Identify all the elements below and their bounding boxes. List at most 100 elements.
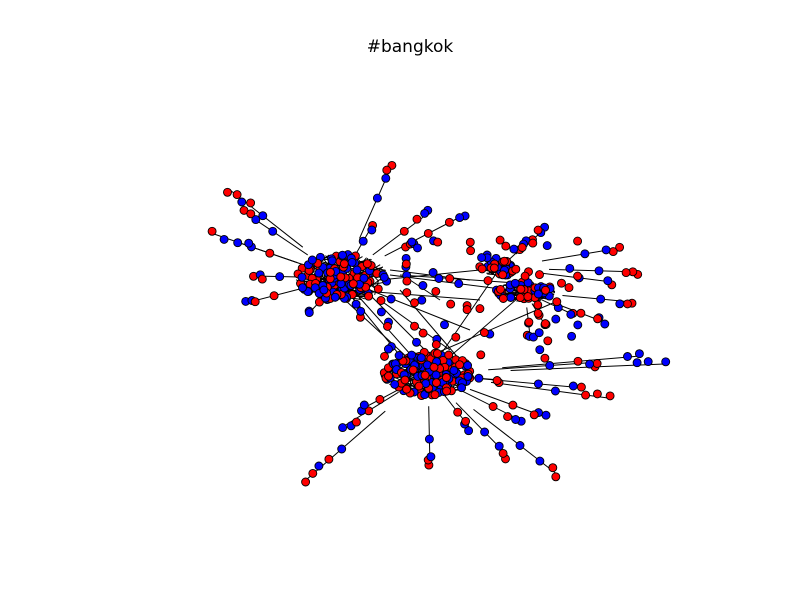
graph-node	[382, 165, 392, 175]
graph-node	[567, 331, 577, 341]
graph-node	[632, 358, 642, 368]
graph-node	[402, 384, 412, 394]
graph-node	[545, 361, 555, 370]
graph-node	[455, 360, 465, 370]
graph-node	[417, 295, 427, 305]
graph-node	[244, 238, 254, 248]
graph-edge	[399, 289, 461, 361]
graph-node	[533, 308, 543, 318]
graph-node	[466, 246, 476, 256]
graph-node	[594, 266, 604, 276]
graph-node	[431, 286, 441, 296]
graph-node	[327, 256, 337, 266]
graph-node	[432, 349, 442, 358]
graph-node	[314, 461, 324, 471]
graph-node	[603, 276, 613, 286]
graph-node	[516, 284, 526, 294]
graph-node	[338, 250, 347, 260]
graph-node	[476, 350, 486, 360]
graph-node	[376, 307, 386, 317]
graph-node	[430, 390, 440, 400]
graph-node	[511, 264, 521, 274]
graph-node	[449, 366, 459, 375]
graph-node	[520, 271, 530, 281]
graph-node	[269, 291, 279, 301]
graph-node	[523, 292, 533, 302]
graph-node	[552, 297, 562, 307]
figure-title: #bangkok	[367, 37, 454, 57]
graph-node	[464, 426, 474, 436]
graph-node	[515, 441, 525, 450]
graph-node	[359, 273, 369, 283]
graph-node	[596, 294, 606, 304]
graph-node	[498, 270, 508, 280]
graph-node	[510, 278, 520, 288]
graph-node	[297, 272, 307, 282]
graph-node	[455, 213, 465, 223]
graph-node	[402, 288, 412, 298]
graph-node	[268, 226, 278, 236]
graph-node	[515, 293, 525, 303]
graph-node	[568, 381, 578, 391]
graph-node	[533, 289, 543, 299]
graph-node	[511, 415, 521, 424]
graph-node	[477, 264, 487, 274]
graph-node	[489, 263, 499, 273]
graph-node	[375, 395, 385, 404]
graph-node	[488, 402, 498, 411]
graph-node	[465, 237, 475, 247]
graph-node	[265, 248, 275, 258]
graph-node	[601, 245, 611, 255]
graph-node	[445, 274, 455, 283]
graph-node	[551, 314, 561, 324]
graph-node	[533, 225, 543, 235]
graph-node	[373, 284, 383, 294]
graph-node	[407, 237, 417, 247]
graph-edge	[473, 408, 559, 476]
graph-node	[339, 259, 349, 269]
graph-node	[535, 345, 545, 355]
graph-node	[431, 370, 441, 380]
graph-node	[453, 407, 463, 417]
graph-node	[517, 243, 527, 252]
graph-node	[440, 320, 449, 330]
graph-node	[233, 238, 243, 248]
graph-node	[384, 371, 393, 381]
graph-node	[462, 305, 472, 315]
graph-node	[237, 197, 247, 207]
graph-node	[325, 267, 335, 277]
graph-node	[251, 215, 261, 225]
graph-node	[352, 265, 362, 275]
graph-node	[307, 255, 317, 265]
graph-node	[250, 297, 260, 307]
graph-node	[351, 299, 361, 309]
graph-node	[351, 417, 361, 427]
graph-node	[573, 320, 583, 330]
graph-node	[219, 234, 229, 244]
graph-node	[376, 296, 386, 305]
graph-node	[580, 249, 590, 259]
graph-node	[457, 383, 467, 393]
graph-node	[429, 362, 439, 372]
graph-node	[319, 285, 329, 295]
graph-node	[565, 263, 575, 273]
graph-node	[407, 350, 417, 360]
graph-node	[564, 283, 574, 293]
graph-node	[503, 412, 513, 422]
graph-node	[446, 299, 456, 309]
graph-node	[380, 351, 389, 361]
graph-node	[573, 271, 583, 281]
graph-node	[362, 259, 372, 269]
graph-node	[337, 444, 347, 454]
graph-edge	[344, 299, 411, 361]
graph-node	[541, 410, 551, 420]
graph-node	[402, 276, 412, 286]
graph-node	[246, 198, 256, 208]
graph-node	[623, 352, 632, 361]
graph-node	[304, 308, 314, 318]
graph-node	[621, 268, 631, 278]
graph-node	[573, 236, 583, 246]
graph-node	[479, 328, 489, 338]
graph-node	[381, 173, 391, 183]
